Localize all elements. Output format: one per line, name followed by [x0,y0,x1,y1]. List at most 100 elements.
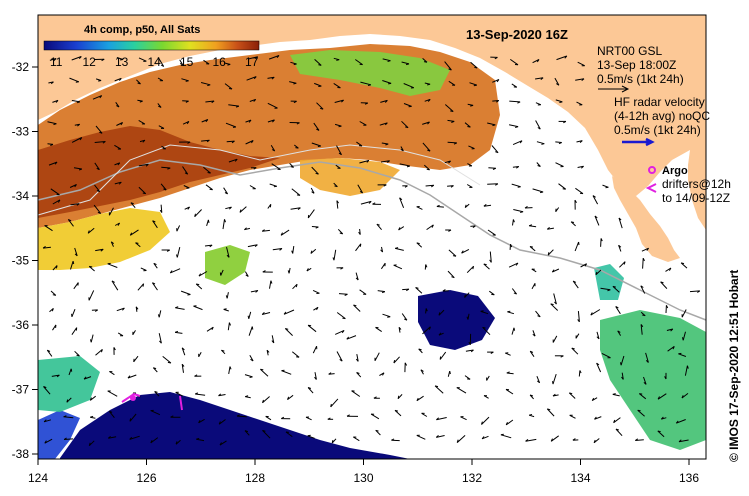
velocity-arrow [456,435,466,443]
velocity-arrow [380,99,388,103]
velocity-arrow [290,207,301,210]
velocity-arrow [336,145,342,155]
velocity-arrow-head [406,288,410,292]
velocity-arrow [336,312,346,320]
velocity-arrow [271,163,281,170]
velocity-arrow [162,356,172,364]
y-tick-label: -38 [12,447,30,461]
velocity-arrow-head [434,385,439,388]
velocity-arrow-head [355,358,359,362]
velocity-arrow-head [229,366,232,370]
velocity-arrow-head [547,408,551,411]
velocity-arrow-head [54,161,58,165]
velocity-arrow-head [42,245,46,249]
velocity-arrow-head [158,105,162,108]
velocity-arrow-head [513,292,517,295]
velocity-arrow [434,385,444,394]
velocity-arrow [314,372,317,380]
velocity-arrow-head [560,355,564,358]
velocity-arrow-head [296,194,301,196]
velocity-arrow-head [270,280,273,284]
velocity-arrow [680,262,688,269]
velocity-arrow [114,77,122,82]
velocity-arrow [108,207,114,216]
velocity-arrow [426,224,434,231]
velocity-arrow-head [185,80,189,82]
velocity-arrow [291,188,301,196]
velocity-arrow-head [464,294,466,298]
velocity-arrow-head [236,414,240,417]
velocity-arrow-head [228,206,232,210]
velocity-arrow-head [436,204,440,207]
velocity-arrow-head [43,419,47,423]
velocity-arrow [456,387,467,394]
velocity-arrow-head [680,262,685,265]
drifter-track [179,395,183,411]
velocity-arrow [333,249,337,261]
velocity-arrow-head [405,63,410,66]
velocity-arrow-head [341,330,345,334]
velocity-arrow-head [524,205,528,209]
velocity-arrow-head [418,348,422,351]
velocity-arrow-head [175,306,179,309]
velocity-arrow-head [207,219,210,223]
velocity-arrow-head [330,403,332,408]
velocity-arrow [248,311,252,319]
drifter-icon [645,183,657,193]
velocity-arrow-head [338,152,342,156]
velocity-arrow-head [678,439,682,443]
velocity-arrow [577,61,585,67]
velocity-arrow-head [404,185,408,188]
velocity-arrow-head [262,270,266,273]
velocity-arrow-head [448,68,452,71]
velocity-arrow [492,79,500,83]
velocity-arrow-head [623,261,626,265]
velocity-arrow-head [306,268,309,272]
velocity-arrow [43,419,52,423]
legend-nrt-title: NRT00 GSL [597,44,662,58]
velocity-arrow [222,219,225,230]
velocity-arrow-head [331,439,334,444]
velocity-arrow-head [672,346,675,350]
velocity-arrow [645,352,649,363]
legend-nrt-arrow-icon [598,85,630,93]
velocity-arrow [355,243,362,252]
velocity-arrow [576,101,583,106]
colorbar: 4h comp, p50, All Sats 11 12 13 14 15 16 17 [43,24,260,69]
velocity-arrow-head [66,399,69,403]
velocity-arrow-head [593,439,596,443]
velocity-arrow-head [537,315,541,318]
velocity-arrow [314,59,322,66]
velocity-arrow [380,160,390,163]
velocity-arrow [382,313,391,318]
velocity-arrow [151,282,158,291]
legend-hf-arrow-icon [622,137,655,147]
velocity-arrow [401,120,409,129]
velocity-arrow-head [271,76,275,80]
velocity-arrow [466,265,474,274]
velocity-arrow [137,283,144,291]
velocity-arrow [532,59,540,64]
velocity-arrow-head [97,211,101,214]
velocity-arrow-head [76,203,80,206]
velocity-arrow [511,183,521,188]
velocity-arrow-head [496,100,500,103]
velocity-arrow-head [420,369,424,372]
velocity-arrow [487,229,496,236]
velocity-arrow-head [570,221,575,223]
velocity-arrow-head [153,367,157,370]
velocity-arrow [678,439,689,443]
velocity-arrow-head [142,192,146,195]
velocity-arrow-head [681,395,684,399]
velocity-arrow-head [572,438,576,441]
velocity-arrow [569,414,576,419]
velocity-arrow-head [621,376,624,380]
velocity-arrow-head [513,327,516,331]
velocity-arrow [558,183,567,190]
velocity-arrow-head [359,190,363,194]
velocity-arrow [509,100,521,103]
velocity-arrow [313,122,320,131]
velocity-arrow [571,347,579,355]
velocity-arrow [292,246,295,254]
velocity-arrow-head [296,122,300,125]
